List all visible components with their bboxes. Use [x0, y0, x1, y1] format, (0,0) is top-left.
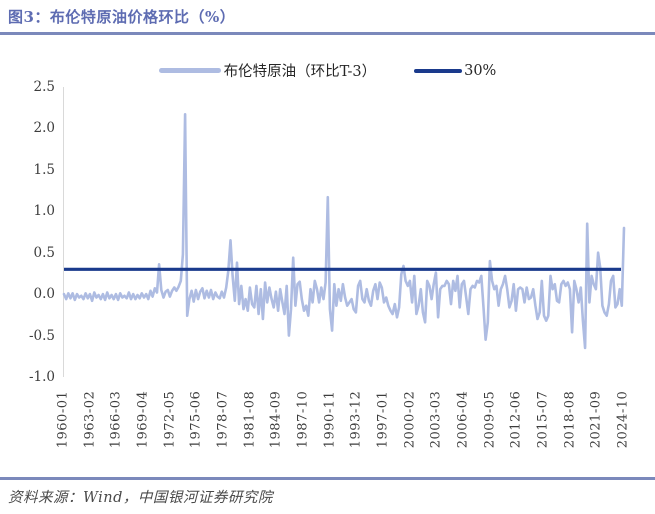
x-tick-label: 1963-02	[82, 390, 98, 449]
y-tick-label: 0.0	[33, 286, 55, 303]
x-tick-label: 1978-07	[215, 390, 231, 449]
figure-title: 图3：布伦特原油价格环比（%）	[8, 8, 236, 26]
x-tick-label: 1969-04	[135, 390, 151, 449]
x-tick-label: 1975-06	[188, 390, 204, 449]
legend-item-reference: 30%	[414, 63, 496, 79]
reference-legend-label: 30%	[464, 62, 497, 79]
x-tick-label: 2015-07	[535, 390, 551, 449]
x-tick-label: 2021-09	[588, 390, 604, 449]
x-tick-label: 1966-03	[108, 390, 124, 449]
x-tick-label: 2003-03	[428, 390, 444, 449]
bottom-divider	[0, 477, 655, 480]
reference-line-swatch	[414, 68, 463, 73]
y-tick-label: 1.5	[33, 161, 55, 178]
x-tick-label: 1987-10	[295, 390, 311, 449]
x-tick-label: 1990-11	[322, 390, 338, 449]
y-tick-label: 2.5	[33, 79, 55, 95]
x-tick-label: 2012-06	[508, 390, 524, 449]
x-tick-label: 1984-09	[268, 390, 284, 449]
x-tick-label: 1993-12	[348, 390, 364, 449]
source-note: 资料来源：Wind，中国银河证券研究院	[8, 490, 273, 506]
y-tick-label: 2.0	[33, 120, 55, 137]
x-tick-label: 1972-05	[162, 390, 178, 449]
plot-area	[62, 87, 633, 377]
x-tick-label: 1981-08	[242, 390, 258, 449]
y-tick-label: -0.5	[28, 327, 55, 344]
legend-item-series: 布伦特原油（环比T-3）	[158, 60, 377, 81]
y-tick-label: 0.5	[33, 244, 55, 261]
y-tick-label: 1.0	[33, 203, 55, 220]
series-line	[62, 112, 626, 350]
x-tick-label: 2000-02	[402, 390, 418, 449]
x-tick-label: 1960-01	[55, 390, 71, 449]
x-tick-label: 2018-08	[562, 390, 578, 449]
series-line-swatch	[158, 68, 221, 73]
chart-legend: 布伦特原油（环比T-3） 30%	[0, 60, 655, 81]
x-tick-label: 2024-10	[615, 390, 631, 449]
x-tick-label: 1997-01	[375, 390, 391, 449]
series-legend-label: 布伦特原油（环比T-3）	[223, 64, 377, 80]
x-tick-label: 2006-04	[455, 390, 471, 449]
y-tick-label: -1.0	[28, 369, 55, 385]
top-divider	[0, 32, 655, 35]
x-tick-label: 2009-05	[482, 390, 498, 449]
